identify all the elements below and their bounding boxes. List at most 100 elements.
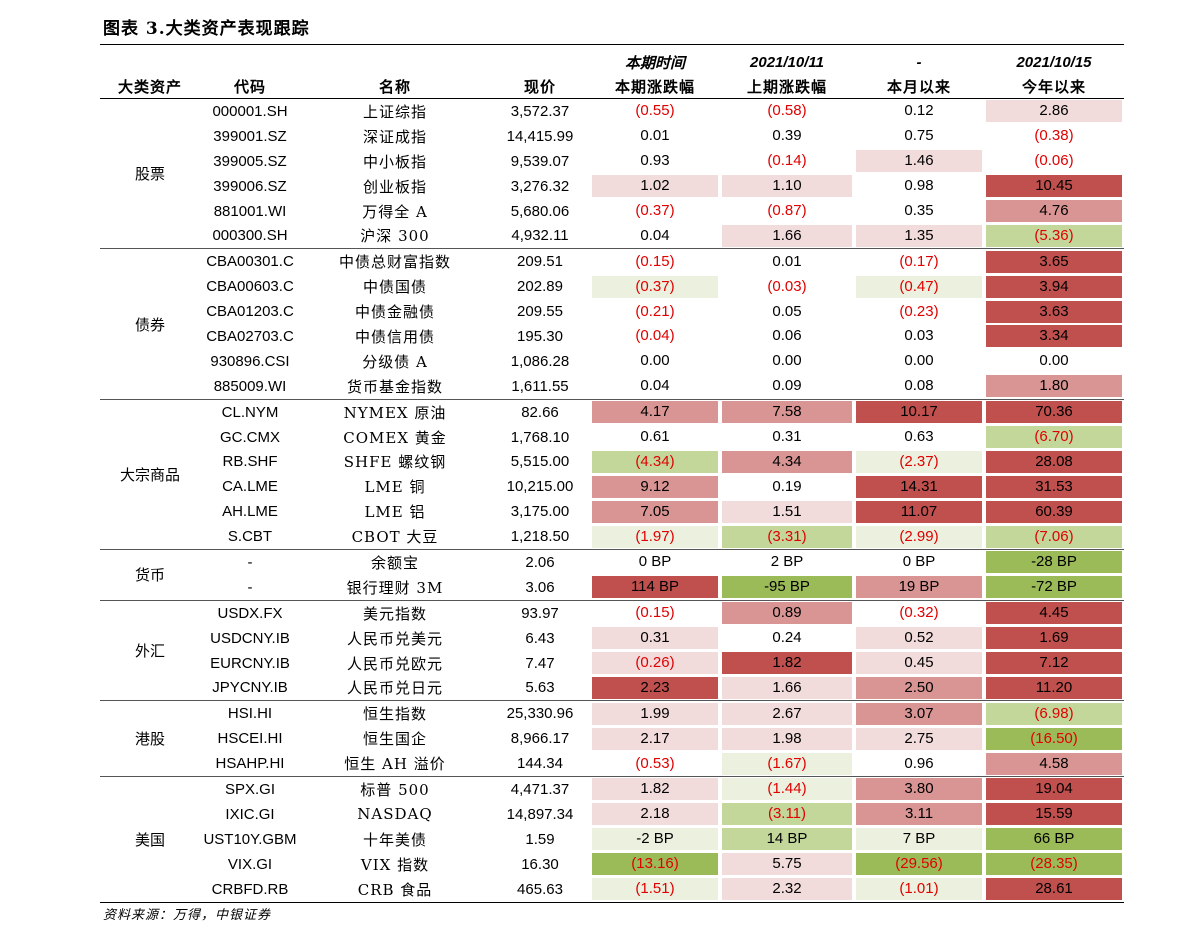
price-cell: 3,572.37 <box>510 102 570 120</box>
header-period-end: 2021/10/15 <box>1016 53 1092 71</box>
change-cell-wrap: (0.23) <box>854 299 984 324</box>
code-cell: CL.NYM <box>221 403 279 421</box>
change-cell: (0.47) <box>856 275 982 298</box>
change-cell-wrap: 1.51 <box>720 499 854 524</box>
change-cell-wrap: 3.63 <box>984 299 1124 324</box>
change-cell-wrap: (6.98) <box>984 701 1124 726</box>
change-cell-wrap: (1.67) <box>720 751 854 778</box>
change-cell-wrap: 0.00 <box>720 349 854 374</box>
change-cell: 2 BP <box>770 553 804 571</box>
price-cell: 82.66 <box>521 403 559 421</box>
change-cell: 1.10 <box>722 175 852 198</box>
change-cell-wrap: 0.00 <box>984 349 1124 374</box>
change-cell: 0.63 <box>904 428 934 446</box>
change-cell: (0.55) <box>635 102 675 120</box>
change-cell-wrap: 14.31 <box>854 474 984 499</box>
change-cell: 0.98 <box>904 177 934 195</box>
code-cell: CBA00603.C <box>206 278 294 296</box>
name-cell: 恒生 AH 溢价 <box>300 751 490 778</box>
change-cell: (0.17) <box>899 252 939 270</box>
table-row: 货币 - 余额宝 2.06 0 BP 2 BP 0 BP -28 BP <box>100 549 1124 601</box>
change-cell: 3.11 <box>856 803 982 826</box>
name-cell: NYMEX 原油 <box>343 403 447 422</box>
name-cell: 上证综指 <box>362 102 427 121</box>
change-cell: 0 BP <box>902 553 936 571</box>
change-cell-wrap: 4.76 <box>984 199 1124 224</box>
top-rule <box>100 44 1124 45</box>
change-cell-wrap: 31.53 <box>984 474 1124 499</box>
name-cell: 人民币兑日元 <box>300 675 490 702</box>
price-cell: 4,471.37 <box>510 780 570 798</box>
change-cell: (0.37) <box>635 202 675 219</box>
code-cell: SPX.GI <box>224 780 276 798</box>
change-cell-wrap: 10.17 <box>854 399 984 424</box>
change-cell: 1.82 <box>722 652 852 675</box>
price-cell: 16.30 <box>521 855 559 873</box>
change-cell: (29.56) <box>856 853 982 876</box>
change-cell: 2.86 <box>986 100 1122 123</box>
change-cell: (0.06) <box>1034 152 1074 170</box>
change-cell-wrap: 2.75 <box>854 726 984 751</box>
table-row: USDCNY.IB 人民币兑美元 6.43 0.31 0.24 0.52 1.69 <box>100 626 1124 651</box>
change-cell-wrap: 0.08 <box>854 373 984 400</box>
col-header-ytd: 今年以来 <box>984 74 1124 99</box>
asset-class-label: 货币 <box>100 549 200 601</box>
table-row: 399001.SZ 深证成指 14,415.99 0.01 0.39 0.75 (0.38) <box>100 124 1124 149</box>
change-cell: (0.14) <box>767 152 807 170</box>
name-cell: 深证成指 <box>362 127 427 146</box>
change-cell-wrap: 0 BP <box>854 550 984 575</box>
table-row: 930896.CSI 分级债 A 1,086.28 0.00 0.00 0.00 0.00 <box>100 349 1124 374</box>
change-cell-wrap: 1.82 <box>590 777 720 802</box>
change-cell: 2.67 <box>722 702 852 725</box>
table-row: 港股 HSI.HI 恒生指数 25,330.96 1.99 2.67 3.07 (6.98) <box>100 700 1124 778</box>
name-cell: 中债信用债 <box>354 327 435 346</box>
change-cell: 1.66 <box>722 676 852 699</box>
price-cell: 2.06 <box>525 553 555 571</box>
change-cell: 0.12 <box>904 102 934 120</box>
change-cell-wrap: -28 BP <box>984 550 1124 575</box>
change-cell: (0.15) <box>635 252 675 270</box>
change-cell: 1.51 <box>722 500 852 523</box>
change-cell: 2.75 <box>856 727 982 750</box>
change-cell: 0.00 <box>1039 352 1069 370</box>
change-cell: 10.17 <box>856 401 982 424</box>
change-cell: 1.35 <box>856 224 982 247</box>
asset-class-label: 外汇 <box>100 600 200 702</box>
change-cell: 14.31 <box>856 475 982 498</box>
change-cell-wrap: -95 BP <box>720 574 854 601</box>
price-cell: 25,330.96 <box>506 705 574 723</box>
change-cell-wrap: (0.06) <box>984 149 1124 174</box>
change-cell-wrap: 0.04 <box>590 373 720 400</box>
table-row: HSCEI.HI 恒生国企 8,966.17 2.17 1.98 2.75 (16.50) <box>100 726 1124 751</box>
price-cell: 3.06 <box>490 574 590 601</box>
name-cell: 恒生指数 <box>362 705 427 724</box>
code-cell: JPYCNY.IB <box>200 675 300 702</box>
price-cell: 6.43 <box>525 629 555 647</box>
code-cell: VIX.GI <box>227 855 273 873</box>
change-cell-wrap: 114 BP <box>590 574 720 601</box>
change-cell: -2 BP <box>592 828 718 851</box>
change-cell-wrap: 1.69 <box>984 626 1124 651</box>
change-cell-wrap: 7.58 <box>720 399 854 424</box>
change-cell: 70.36 <box>986 401 1122 424</box>
header-cell <box>300 50 490 74</box>
col-header-this-period: 本期涨跌幅 <box>590 74 720 99</box>
change-cell-wrap: 7.05 <box>590 499 720 524</box>
table-row: CRBFD.RB CRB 食品 465.63 (1.51) 2.32 (1.01) 28.6… <box>100 876 1124 903</box>
change-cell: 0.00 <box>772 352 802 370</box>
change-cell-wrap: 0.52 <box>854 626 984 651</box>
name-cell: COMEX 黄金 <box>343 428 447 447</box>
change-cell: (4.34) <box>592 450 718 473</box>
change-cell-wrap: (4.34) <box>590 449 720 474</box>
change-cell: (3.11) <box>722 803 852 826</box>
change-cell: 9.12 <box>592 475 718 498</box>
change-cell: 1.80 <box>986 375 1122 398</box>
change-cell-wrap: (0.14) <box>720 149 854 174</box>
price-cell: 202.89 <box>517 278 563 296</box>
table-row: 股票 000001.SH 上证综指 3,572.37 (0.55) (0.58) 0.12 2… <box>100 98 1124 250</box>
change-cell-wrap: (0.15) <box>590 600 720 625</box>
change-cell-wrap: 4.45 <box>984 600 1124 625</box>
change-cell-wrap: 1.46 <box>854 149 984 174</box>
change-cell-wrap: 5.75 <box>720 852 854 877</box>
change-cell-wrap: 0.63 <box>854 425 984 450</box>
